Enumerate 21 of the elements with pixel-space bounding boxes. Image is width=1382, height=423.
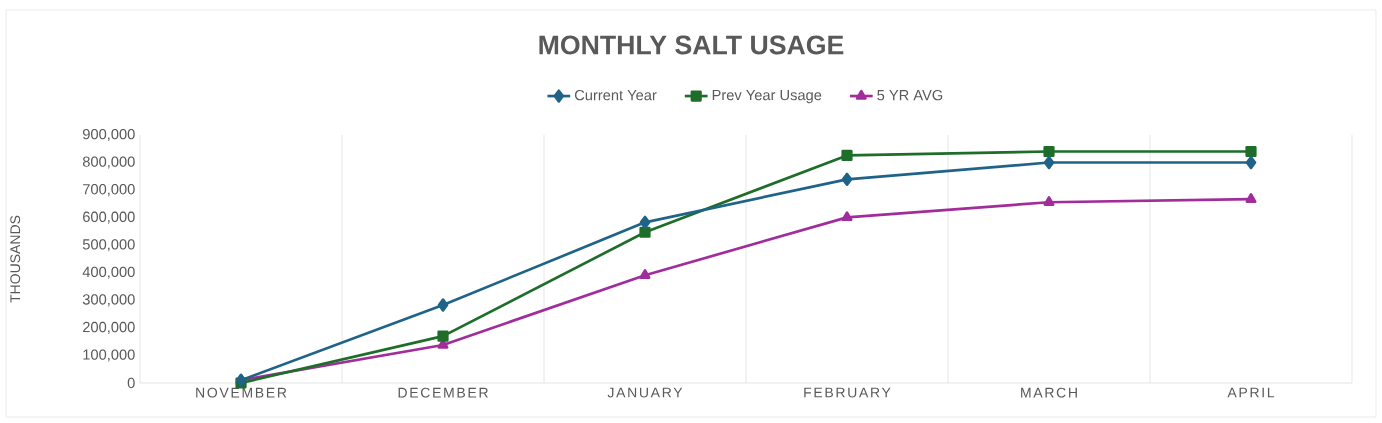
- x-tick-label: NOVEMBER: [196, 387, 287, 398]
- y-tick-label: 700,000: [83, 184, 135, 197]
- legend-label: 5 YR AVG: [877, 89, 943, 101]
- legend-label: Prev Year Usage: [712, 90, 822, 104]
- legend-label: Current Year: [574, 89, 657, 101]
- x-tick-label: FEBRUARY: [804, 387, 891, 398]
- y-tick-label: 900,000: [82, 128, 135, 142]
- y-axis-title: THOUSANDS: [10, 215, 21, 303]
- y-tick-label: 600,000: [83, 211, 135, 224]
- x-tick-label: JANUARY: [607, 387, 683, 398]
- y-tick-label: 100,000: [83, 349, 135, 362]
- y-tick-label: 200,000: [83, 321, 135, 334]
- y-tick-label: 800,000: [82, 156, 135, 169]
- y-tick-label: 500,000: [82, 239, 135, 252]
- y-tick-label: 300,000: [82, 294, 135, 307]
- y-tick-label: 400,000: [82, 266, 135, 279]
- chart-title: MONTHLY SALT USAGE: [539, 35, 844, 55]
- x-tick-label: MARCH: [1021, 387, 1077, 398]
- x-tick-label: DECEMBER: [398, 387, 488, 398]
- y-tick-label: 0: [127, 377, 135, 389]
- x-tick-label: APRIL: [1227, 387, 1275, 398]
